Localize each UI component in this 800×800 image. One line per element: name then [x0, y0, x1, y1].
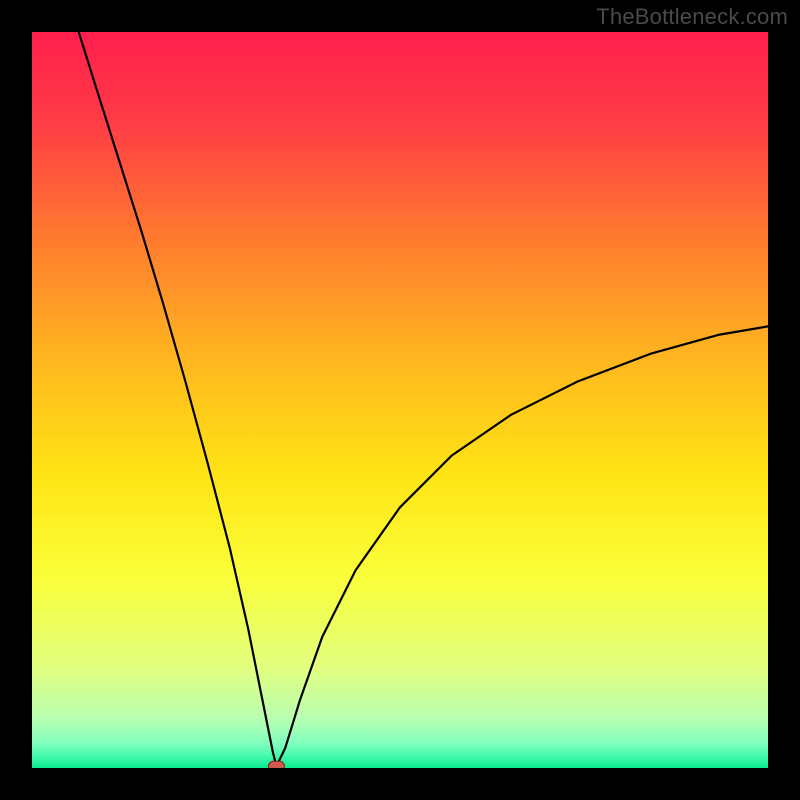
bottleneck-curve-chart [0, 0, 800, 800]
watermark-text: TheBottleneck.com [596, 4, 788, 30]
plot-area [30, 30, 770, 771]
gradient-background [30, 30, 770, 770]
chart-container: TheBottleneck.com [0, 0, 800, 800]
